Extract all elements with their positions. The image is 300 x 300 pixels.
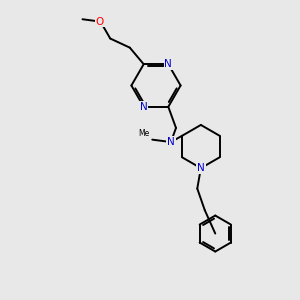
Text: N: N: [164, 59, 172, 69]
Text: N: N: [140, 102, 148, 112]
Text: N: N: [167, 137, 175, 147]
Text: N: N: [197, 163, 205, 173]
Text: O: O: [96, 16, 104, 27]
Text: Me: Me: [139, 129, 150, 138]
